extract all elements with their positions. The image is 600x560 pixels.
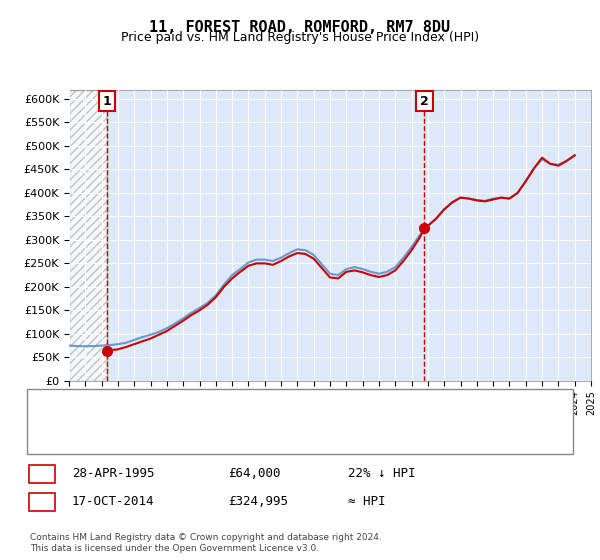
Text: £324,995: £324,995	[228, 495, 288, 508]
Bar	[69, 90, 107, 381]
Text: 11, FOREST ROAD, ROMFORD, RM7 8DU (semi-detached house): 11, FOREST ROAD, ROMFORD, RM7 8DU (semi-…	[108, 403, 464, 413]
Text: Price paid vs. HM Land Registry's House Price Index (HPI): Price paid vs. HM Land Registry's House …	[121, 31, 479, 44]
Text: £64,000: £64,000	[228, 467, 281, 480]
Text: 11, FOREST ROAD, ROMFORD, RM7 8DU: 11, FOREST ROAD, ROMFORD, RM7 8DU	[149, 20, 451, 35]
Text: 2: 2	[38, 495, 46, 508]
Text: 1: 1	[103, 95, 112, 108]
Text: —————: —————	[54, 402, 123, 416]
Text: 1: 1	[38, 467, 46, 480]
Bar	[69, 90, 107, 381]
Text: HPI: Average price, semi-detached house, Havering: HPI: Average price, semi-detached house,…	[108, 430, 396, 440]
Text: —————: —————	[54, 427, 123, 441]
Text: 28-APR-1995: 28-APR-1995	[72, 467, 155, 480]
Text: 2: 2	[420, 95, 429, 108]
Text: Contains HM Land Registry data © Crown copyright and database right 2024.
This d: Contains HM Land Registry data © Crown c…	[30, 533, 382, 553]
Text: 17-OCT-2014: 17-OCT-2014	[72, 495, 155, 508]
Text: ≈ HPI: ≈ HPI	[348, 495, 386, 508]
Text: 22% ↓ HPI: 22% ↓ HPI	[348, 467, 415, 480]
